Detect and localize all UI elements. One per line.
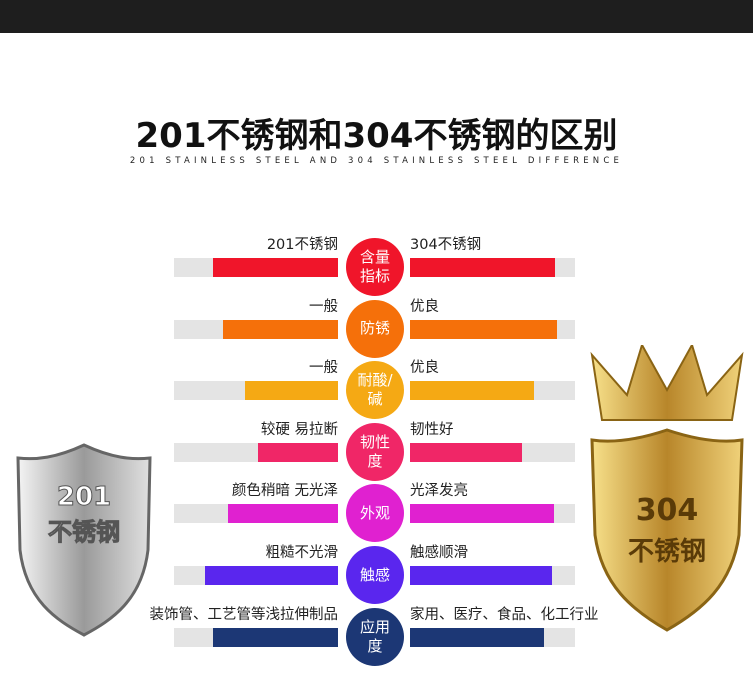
- left-label: 较硬 易拉断: [260, 421, 338, 438]
- category-circle: 含量指标: [346, 238, 404, 296]
- right-label: 韧性好: [410, 421, 454, 438]
- bar: [213, 258, 338, 277]
- bar: [410, 627, 544, 647]
- left-label: 一般: [309, 360, 338, 377]
- bar: [257, 442, 338, 462]
- right-label: 家用、医疗、食品、化工行业: [410, 606, 599, 623]
- right-label: 触感顺滑: [410, 545, 468, 561]
- bar: [410, 258, 556, 277]
- category-circle: 耐酸/碱: [346, 361, 404, 420]
- right-label: 优良: [410, 298, 439, 315]
- left-label: 一般: [309, 298, 338, 315]
- right-label: 304不锈钢: [410, 237, 482, 253]
- bar: [410, 504, 554, 524]
- badge-number: 201: [57, 482, 111, 512]
- badge-text: 不锈钢: [48, 518, 120, 546]
- bar: [244, 381, 338, 401]
- left-label: 装饰管、工艺管等浅拉伸制品: [149, 606, 339, 623]
- bar: [228, 504, 338, 524]
- category-circle: 触感: [346, 546, 404, 604]
- category-circle: 应用度: [346, 607, 404, 666]
- bar: [410, 442, 523, 462]
- category-circle: 外观: [346, 484, 404, 543]
- left-label: 颜色稍暗 无光泽: [231, 483, 338, 500]
- category-circle: 韧性度: [346, 422, 404, 481]
- bar: [205, 566, 338, 585]
- right-label: 优良: [410, 360, 439, 377]
- bar: [410, 319, 557, 339]
- bar: [213, 627, 338, 647]
- bar: [223, 319, 338, 339]
- category-circle: 防锈: [346, 299, 404, 358]
- top-band: [0, 0, 753, 33]
- badge-number: 304: [636, 493, 699, 528]
- chart-title: 201不锈钢和304不锈钢的区别: [135, 116, 618, 156]
- left-label: 粗糙不光滑: [265, 545, 339, 561]
- badge-304: 304 不锈钢: [590, 345, 744, 632]
- bar: [410, 566, 552, 585]
- chart-subtitle: 201 STAINLESS STEEL AND 304 STAINLESS ST…: [129, 156, 624, 166]
- badge-text: 不锈钢: [628, 537, 706, 567]
- left-label: 201不锈钢: [266, 237, 338, 253]
- bar: [410, 381, 534, 401]
- right-label: 光泽发亮: [410, 483, 468, 500]
- badge-201: 201 不锈钢: [16, 443, 152, 637]
